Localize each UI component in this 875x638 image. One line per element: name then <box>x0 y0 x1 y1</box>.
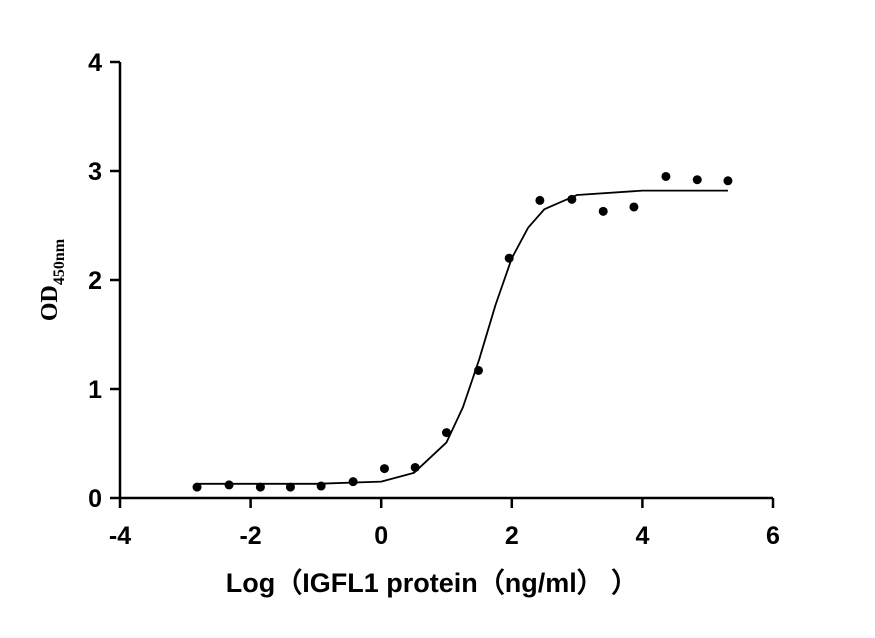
y-tick-label: 0 <box>88 485 102 513</box>
y-tick-label: 4 <box>88 49 102 77</box>
data-point <box>535 195 545 205</box>
x-tick-label: 6 <box>766 522 780 550</box>
data-point <box>598 206 608 216</box>
fit-curve <box>197 189 728 485</box>
x-tick-label: -4 <box>109 522 131 550</box>
data-point <box>348 477 358 487</box>
data-point <box>192 482 202 492</box>
data-point <box>255 482 265 492</box>
data-point <box>692 175 702 185</box>
data-point <box>379 464 389 474</box>
x-tick-label: 4 <box>635 522 649 550</box>
data-point <box>629 202 639 212</box>
data-point <box>285 482 295 492</box>
data-point <box>723 176 733 186</box>
data-point <box>224 480 234 490</box>
y-axis-label: OD450nm <box>37 238 68 321</box>
data-point <box>661 171 671 181</box>
y-tick-label: 1 <box>88 376 102 404</box>
y-tick-label: 3 <box>88 158 102 186</box>
x-axis-label: Log（IGFL1 protein（ng/ml） ） <box>226 568 638 598</box>
x-tick-label: -2 <box>239 522 261 550</box>
x-tick-label: 2 <box>505 522 519 550</box>
y-tick-label: 2 <box>88 267 102 295</box>
x-tick-label: 0 <box>374 522 388 550</box>
data-point <box>442 428 451 438</box>
